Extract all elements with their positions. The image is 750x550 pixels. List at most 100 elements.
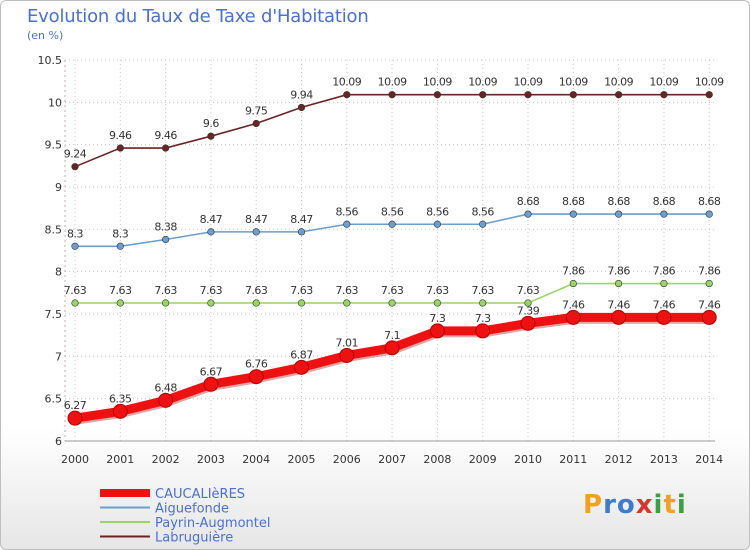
data-point [343,91,351,99]
data-label: 8.68 [607,195,630,208]
data-point [524,91,532,99]
data-label: 7.63 [200,284,223,297]
y-tick-label: 6.5 [45,393,63,406]
x-tick-label: 2006 [333,453,361,466]
data-point [614,279,623,288]
data-point [660,279,668,288]
data-point [565,309,581,325]
x-tick-label: 2013 [650,453,678,466]
data-label: 6.27 [64,399,87,412]
data-point [162,144,170,152]
data-point [705,279,713,288]
data-label: 10.09 [468,76,497,89]
data-point [433,220,442,228]
data-label: 7.86 [653,265,676,278]
data-label: 9.46 [109,129,132,142]
data-label: 10.09 [378,76,407,89]
data-label: 7.63 [336,284,359,297]
data-label: 8.56 [426,205,449,218]
x-tick-label: 2010 [514,453,542,466]
data-label: 8.56 [471,205,494,218]
x-tick-label: 2005 [288,453,316,466]
data-point [705,210,713,218]
y-tick-label: 10 [48,96,62,109]
data-label: 6.48 [154,381,177,394]
data-point [656,309,672,325]
data-label: 8.56 [381,205,404,218]
data-point [614,91,623,99]
x-tick-label: 2012 [605,453,633,466]
y-tick-label: 9.5 [45,139,63,152]
data-label: 8.68 [653,195,676,208]
data-point [569,279,577,288]
data-label: 6.76 [245,358,268,371]
data-point [479,220,487,228]
data-point [112,403,128,419]
data-point [158,392,174,408]
legend-label: Aiguefonde [155,502,229,517]
axes: 6 6.5 7 7.5 8 8.5 9 9.5 10 10.5 2000 2001 2002 2003 20… [38,54,724,466]
data-point [524,210,532,218]
unit-label: (en %) [27,29,64,42]
data-label: 7.63 [64,284,87,297]
y-tick-label: 8.5 [45,223,63,236]
legend-label: Labruguière [155,531,233,546]
data-label: 7.46 [562,298,585,311]
data-label: 7.46 [653,298,676,311]
data-point [343,299,351,307]
data-point [207,132,215,140]
data-label: 10.09 [423,76,452,89]
data-point [433,91,442,99]
data-label: 7.46 [607,298,630,311]
x-tick-label: 2004 [242,453,270,466]
data-point [252,228,260,236]
data-point [297,299,306,307]
data-point [520,315,536,331]
series-group [67,91,717,426]
data-point [569,210,577,218]
data-label: 7.1 [384,329,400,342]
data-point [429,323,445,339]
data-label: 7.63 [154,284,177,297]
data-label: 10.09 [649,76,678,89]
y-tick-label: 8 [55,266,62,279]
legend: CAUCALIèRESAiguefondePayrin-AugmontelLab… [100,487,270,546]
x-tick-label: 2014 [695,453,723,466]
data-label: 7.39 [517,304,540,317]
data-point [479,91,487,99]
data-label: 10.09 [559,76,588,89]
data-label: 8.56 [336,205,359,218]
data-label: 7.86 [698,265,721,278]
data-point [701,309,717,325]
proxiti-logo: Proxiti [583,490,687,520]
data-label: 8.68 [562,195,585,208]
logo-letter: x [635,490,654,520]
data-label: 7.63 [426,284,449,297]
data-label: 6.87 [290,348,313,361]
logo-letter: i [653,490,664,520]
data-point [71,299,79,307]
x-tick-label: 2011 [559,453,587,466]
data-label: 7.3 [475,312,491,325]
y-tick-label: 9 [55,181,62,194]
data-label: 8.47 [290,213,313,226]
data-point [252,299,260,307]
data-point [297,228,306,236]
data-point [252,119,260,128]
data-label: 6.35 [109,392,132,405]
data-point [388,220,396,228]
data-label: 7.63 [471,284,494,297]
data-point [294,359,309,375]
data-point [116,144,124,152]
data-label: 8.3 [67,227,83,240]
data-label: 8.3 [112,227,128,240]
data-point [71,242,79,250]
data-point [248,369,264,385]
data-point [388,91,396,99]
logo-letter: P [583,490,604,520]
x-tick-label: 2002 [152,453,180,466]
data-point [705,91,713,99]
data-point [207,228,215,236]
legend-label: Payrin-Augmontel [155,516,270,531]
